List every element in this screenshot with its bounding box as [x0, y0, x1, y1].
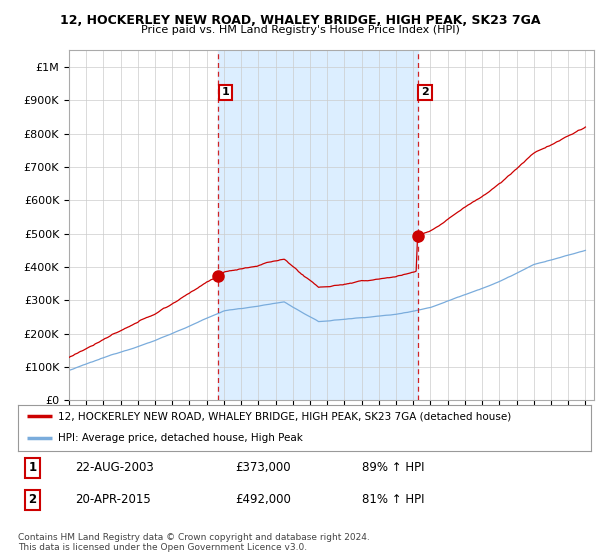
Text: This data is licensed under the Open Government Licence v3.0.: This data is licensed under the Open Gov…: [18, 543, 307, 552]
Text: 22-AUG-2003: 22-AUG-2003: [76, 461, 154, 474]
Text: 20-APR-2015: 20-APR-2015: [76, 493, 151, 506]
Text: 2: 2: [421, 87, 429, 97]
Text: 1: 1: [28, 461, 37, 474]
Text: 12, HOCKERLEY NEW ROAD, WHALEY BRIDGE, HIGH PEAK, SK23 7GA: 12, HOCKERLEY NEW ROAD, WHALEY BRIDGE, H…: [60, 14, 540, 27]
Text: 2: 2: [28, 493, 37, 506]
Text: £373,000: £373,000: [236, 461, 292, 474]
Text: 1: 1: [221, 87, 229, 97]
Text: 81% ↑ HPI: 81% ↑ HPI: [362, 493, 424, 506]
Text: HPI: Average price, detached house, High Peak: HPI: Average price, detached house, High…: [58, 433, 303, 443]
Text: Price paid vs. HM Land Registry's House Price Index (HPI): Price paid vs. HM Land Registry's House …: [140, 25, 460, 35]
Bar: [218, 50, 418, 400]
Text: Contains HM Land Registry data © Crown copyright and database right 2024.: Contains HM Land Registry data © Crown c…: [18, 533, 370, 542]
Text: 12, HOCKERLEY NEW ROAD, WHALEY BRIDGE, HIGH PEAK, SK23 7GA (detached house): 12, HOCKERLEY NEW ROAD, WHALEY BRIDGE, H…: [58, 412, 511, 421]
Text: 89% ↑ HPI: 89% ↑ HPI: [362, 461, 424, 474]
Text: £492,000: £492,000: [236, 493, 292, 506]
